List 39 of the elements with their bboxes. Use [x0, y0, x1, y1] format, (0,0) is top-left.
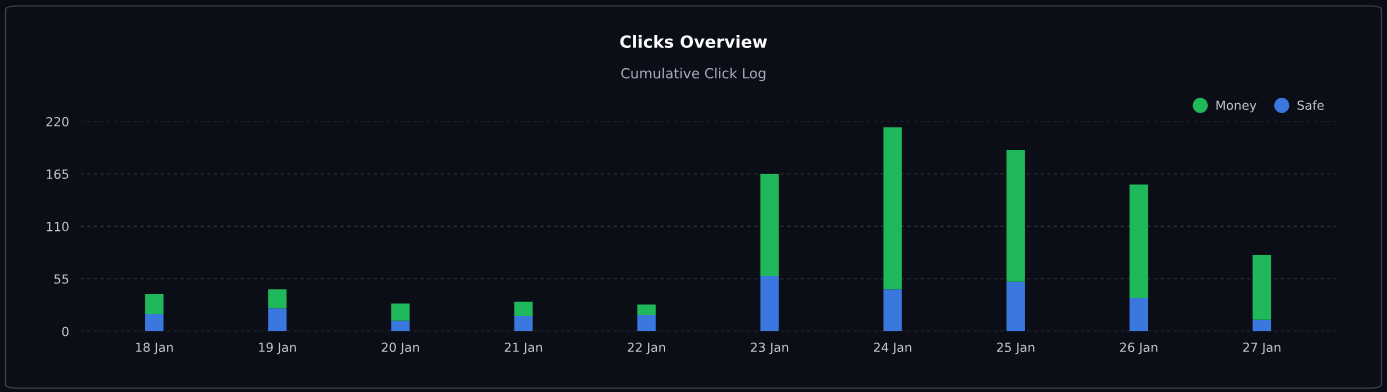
y-tick-label: 0 [62, 326, 69, 337]
bar [268, 289, 287, 309]
bar [1252, 254, 1272, 320]
bar [883, 127, 902, 290]
bar [268, 308, 287, 332]
chart-subtitle: Cumulative Click Log [621, 67, 766, 82]
bar [145, 294, 164, 315]
x-tick-label: 20 Jan [381, 342, 419, 355]
bar [514, 315, 533, 332]
x-tick-label: 25 Jan [997, 342, 1035, 355]
bar [1129, 184, 1149, 298]
bar [1252, 319, 1272, 332]
bar [391, 320, 410, 332]
bar [1006, 150, 1025, 282]
y-tick-label: 220 [46, 116, 69, 127]
bar [1006, 281, 1025, 332]
x-tick-label: 21 Jan [504, 342, 542, 355]
y-tick-label: 55 [54, 274, 69, 284]
bar [760, 275, 779, 332]
x-tick-label: 26 Jan [1120, 342, 1158, 355]
bar [145, 314, 164, 332]
bar [637, 304, 656, 316]
bar [1129, 297, 1149, 332]
x-tick-label: 24 Jan [874, 342, 912, 355]
x-tick-label: 18 Jan [136, 342, 173, 355]
x-tick-label: 22 Jan [627, 342, 666, 355]
y-tick-label: 110 [46, 221, 69, 232]
bar [391, 303, 410, 321]
legend-label: Safe [1297, 100, 1324, 110]
x-tick-label: 19 Jan [259, 342, 296, 355]
bar [637, 315, 656, 332]
chart-title: Clicks Overview [620, 35, 768, 48]
y-tick-label: 165 [46, 169, 69, 179]
legend-label: Money [1216, 100, 1257, 113]
x-tick-label: 27 Jan [1243, 342, 1281, 355]
bar [760, 173, 779, 276]
bar [883, 289, 902, 332]
x-tick-label: 23 Jan [750, 342, 789, 355]
bar [514, 301, 533, 316]
